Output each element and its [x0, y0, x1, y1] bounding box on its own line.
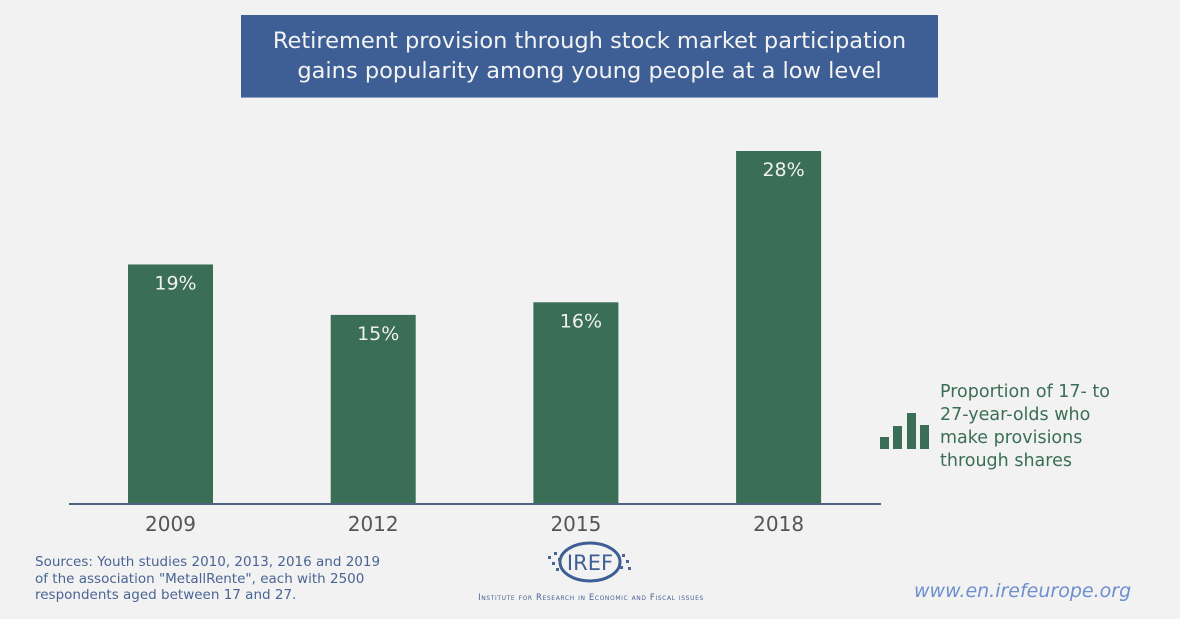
logo-subtitle: Institute for Research in Economic and F…: [478, 593, 704, 603]
iref-logo: IREF: [548, 541, 631, 583]
bar-2015: [533, 302, 619, 504]
bar-chart-icon: [880, 413, 929, 449]
chart-title: Retirement provision through stock marke…: [241, 15, 938, 98]
x-tick-label-2012: 2012: [348, 512, 399, 536]
website-link[interactable]: www.en.irefeurope.org: [914, 580, 1132, 602]
bar-2018: [736, 151, 822, 504]
data-label-2009: 19%: [154, 272, 196, 294]
title-line-2: gains popularity among young people at a…: [297, 58, 882, 84]
bar-2012: [330, 314, 416, 504]
data-label-2018: 28%: [762, 159, 804, 181]
legend-text: Proportion of 17- to 27-year-olds who ma…: [940, 382, 1111, 471]
sources-note: Sources: Youth studies 2010, 2013, 2016 …: [35, 554, 381, 603]
logo-ellipse: [558, 541, 622, 583]
x-tick-label-2015: 2015: [550, 512, 601, 536]
x-tick-label-2018: 2018: [753, 512, 804, 536]
bar-2009: [128, 264, 213, 504]
logo-dots-icon: [548, 552, 631, 571]
title-line-1: Retirement provision through stock marke…: [272, 28, 907, 54]
data-label-2012: 15%: [357, 323, 399, 345]
data-label-2015: 16%: [560, 310, 602, 332]
logo-text: IREF: [567, 551, 613, 575]
x-tick-label-2009: 2009: [145, 512, 196, 536]
